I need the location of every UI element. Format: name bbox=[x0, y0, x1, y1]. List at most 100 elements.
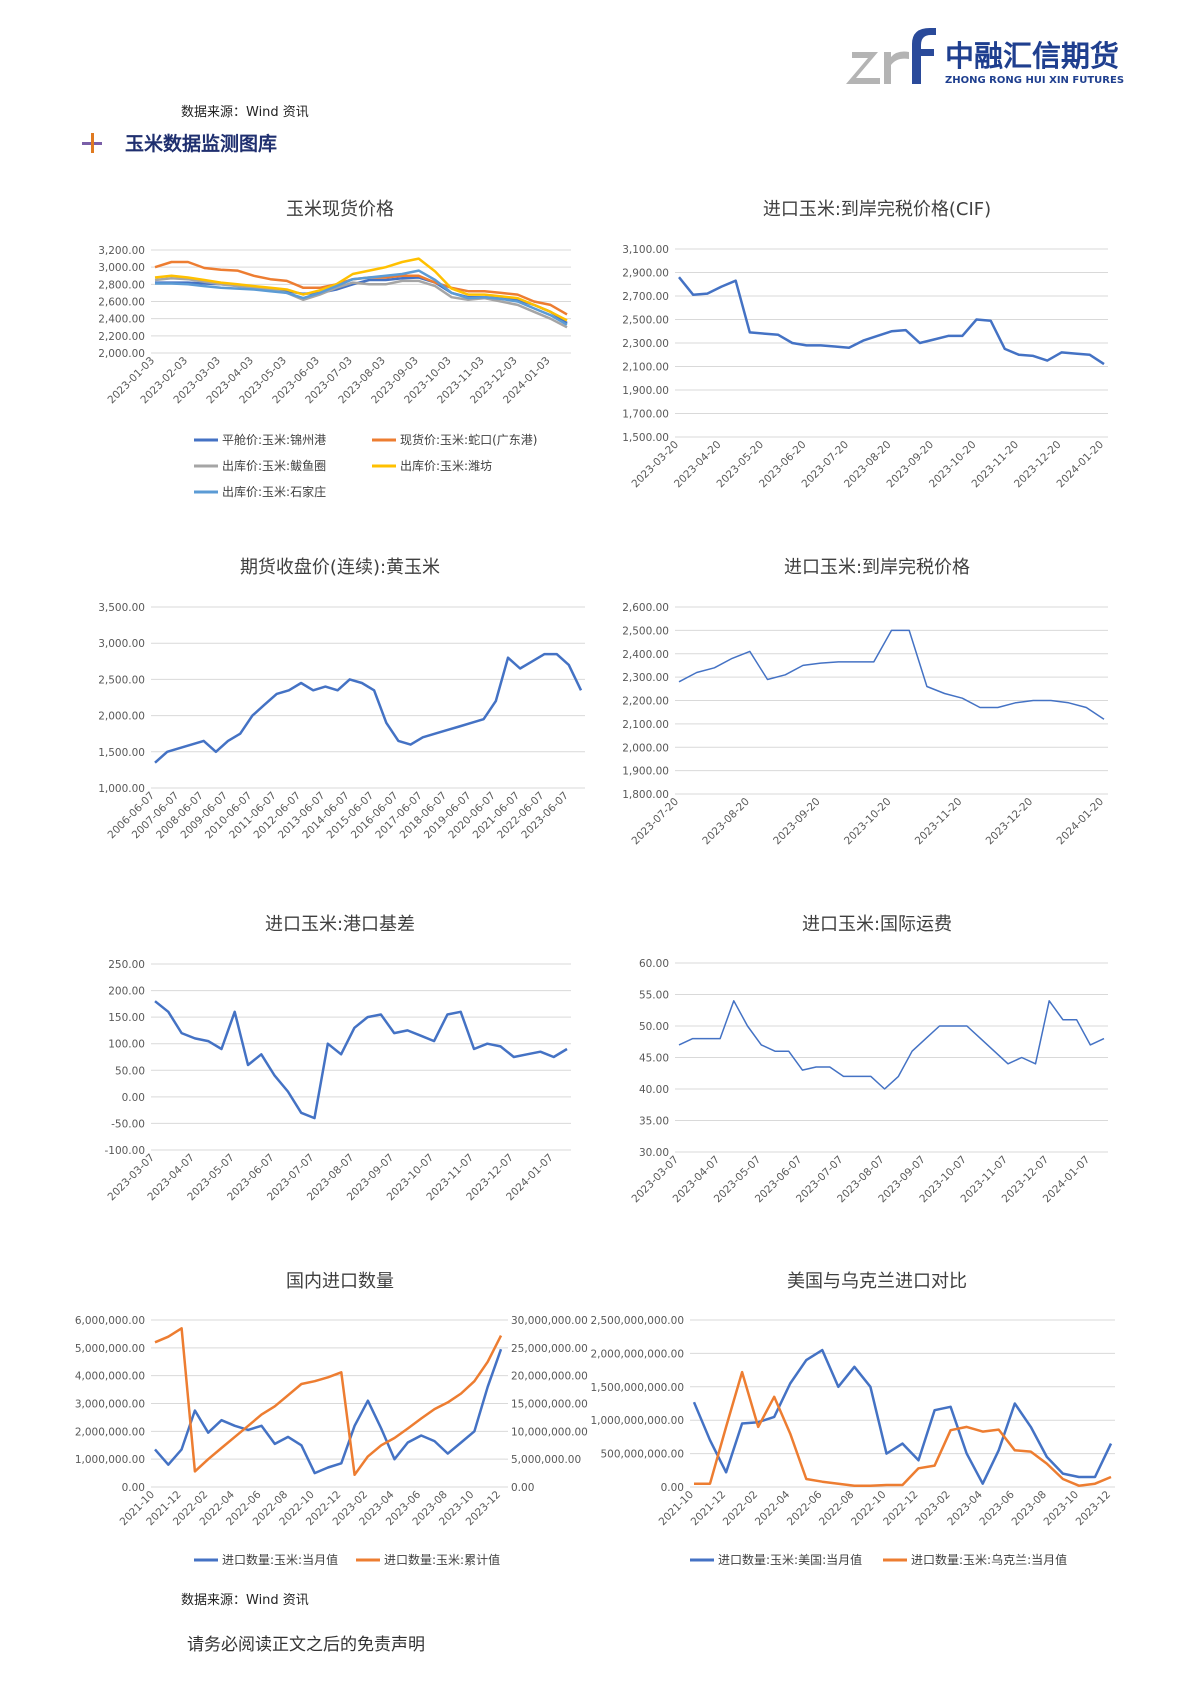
y-tick-label: 45.00 bbox=[639, 1053, 669, 1065]
y-tick-label: 35.00 bbox=[639, 1116, 669, 1128]
y-tick-label: 0.00 bbox=[122, 1482, 145, 1494]
y-tick-label: 30.00 bbox=[639, 1147, 669, 1159]
series-line bbox=[154, 257, 568, 322]
y-tick-label: 150.00 bbox=[108, 1012, 145, 1024]
y-tick-label: 50.00 bbox=[115, 1065, 145, 1077]
legend-label: 出库价:玉米:石家庄 bbox=[222, 484, 326, 499]
y-tick-label: 2,600.00 bbox=[98, 297, 145, 309]
legend-label: 现货价:玉米:蛇口(广东港) bbox=[400, 432, 537, 447]
chart: 期货收盘价(连续):黄玉米 1,000.00 1,500.00 2,000.00 2,5… bbox=[98, 557, 585, 841]
y2-tick-label: 10,000,000.00 bbox=[511, 1426, 588, 1438]
y2-tick-label: 25,000,000.00 bbox=[511, 1343, 588, 1355]
y-tick-label: 3,000,000.00 bbox=[75, 1399, 145, 1411]
legend-label: 平舱价:玉米:锦州港 bbox=[222, 433, 326, 447]
y-tick-label: 2,100.00 bbox=[622, 362, 669, 374]
series-line bbox=[154, 1327, 503, 1477]
x-tick-label: 2023-10-20 bbox=[842, 796, 894, 848]
x-tick-label: 2023-08-20 bbox=[700, 796, 752, 848]
y-tick-label: 3,500.00 bbox=[98, 602, 145, 614]
y-tick-label: 1,900.00 bbox=[622, 385, 669, 397]
y-tick-label: 1,500,000,000.00 bbox=[590, 1382, 684, 1394]
chart-title: 期货收盘价(连续):黄玉米 bbox=[240, 557, 440, 578]
disclaimer: 请务必阅读正文之后的免责声明 bbox=[187, 1635, 425, 1655]
y2-tick-label: 5,000,000.00 bbox=[511, 1454, 581, 1466]
y-tick-label: 50.00 bbox=[639, 1021, 669, 1033]
logo-en: ZHONG RONG HUI XIN FUTURES bbox=[945, 75, 1124, 86]
chart: 玉米现货价格 2,000.00 2,200.00 2,400.00 2,600.00 2,… bbox=[98, 199, 571, 499]
y-tick-label: 0.00 bbox=[661, 1482, 684, 1494]
chart-title: 国内进口数量 bbox=[286, 1271, 394, 1292]
chart-title: 进口玉米:到岸完税价格 bbox=[784, 557, 970, 578]
logo-cn: 中融汇信期货 bbox=[945, 39, 1119, 73]
series-line bbox=[694, 1370, 1112, 1487]
chart-title: 玉米现货价格 bbox=[286, 199, 394, 220]
y-tick-label: 2,200.00 bbox=[622, 696, 669, 708]
y2-tick-label: 20,000,000.00 bbox=[511, 1371, 588, 1383]
y-tick-label: 2,500.00 bbox=[622, 625, 669, 637]
y-tick-label: 2,000.00 bbox=[98, 348, 145, 360]
y-tick-label: 100.00 bbox=[108, 1039, 145, 1051]
series-line bbox=[678, 629, 1105, 720]
y-tick-label: 2,200.00 bbox=[98, 331, 145, 343]
y-tick-label: 2,000.00 bbox=[622, 742, 669, 754]
x-tick-label: 2024-01-20 bbox=[1054, 796, 1106, 848]
legend-label: 出库价:玉米:鲅鱼圈 bbox=[222, 458, 326, 473]
y-tick-label: 1,500.00 bbox=[98, 747, 145, 759]
y-tick-label: 2,500.00 bbox=[98, 674, 145, 686]
legend-label: 进口数量:玉米:乌克兰:当月值 bbox=[911, 1552, 1067, 1567]
x-tick-label: 2023-09-20 bbox=[771, 796, 823, 848]
logo: 中融汇信期货 ZHONG RONG HUI XIN FUTURES bbox=[846, 28, 1124, 86]
y-tick-label: 2,400.00 bbox=[98, 314, 145, 326]
series-line bbox=[692, 1348, 1113, 1485]
logo-shape bbox=[846, 52, 880, 84]
y-tick-label: 3,000.00 bbox=[98, 262, 145, 274]
y-tick-label: 2,600.00 bbox=[622, 602, 669, 614]
chart: 国内进口数量 0.00 1,000,000.00 2,000,000.00 3,000,… bbox=[75, 1271, 588, 1567]
series-line bbox=[154, 1000, 568, 1120]
series-line bbox=[678, 1000, 1105, 1090]
y-tick-label: 2,000.00 bbox=[98, 711, 145, 723]
logo-shape bbox=[884, 51, 909, 84]
y-tick-label: 3,000.00 bbox=[98, 638, 145, 650]
y-tick-label: 5,000,000.00 bbox=[75, 1343, 145, 1355]
chart-title: 进口玉米:到岸完税价格(CIF) bbox=[763, 199, 991, 220]
source-note: 数据来源：Wind 资讯 bbox=[181, 105, 309, 120]
logo-shape bbox=[912, 28, 936, 84]
y-tick-label: 250.00 bbox=[108, 959, 145, 971]
y-tick-label: 2,700.00 bbox=[622, 291, 669, 303]
y-tick-label: 2,100.00 bbox=[622, 719, 669, 731]
y-tick-label: 1,500.00 bbox=[622, 432, 669, 444]
chart: 进口玉米:港口基差 -100.00 -50.00 0.00 50.00 100.00 150… bbox=[104, 914, 571, 1203]
y-tick-label: 1,700.00 bbox=[622, 409, 669, 421]
x-tick-label: 2023-12-20 bbox=[984, 796, 1036, 848]
y-tick-label: 2,500,000,000.00 bbox=[590, 1315, 684, 1327]
y-tick-label: 3,100.00 bbox=[622, 244, 669, 256]
series-line bbox=[678, 276, 1105, 366]
y-tick-label: 1,900.00 bbox=[622, 766, 669, 778]
y2-tick-label: 30,000,000.00 bbox=[511, 1315, 588, 1327]
y-tick-label: 2,400.00 bbox=[622, 649, 669, 661]
chart-title: 进口玉米:港口基差 bbox=[265, 914, 415, 935]
y-tick-label: 4,000,000.00 bbox=[75, 1371, 145, 1383]
y-tick-label: 1,800.00 bbox=[622, 789, 669, 801]
x-tick-label: 2023-11-20 bbox=[913, 796, 965, 848]
series-line bbox=[155, 269, 568, 326]
section-title: 玉米数据监测图库 bbox=[125, 132, 277, 155]
section-icon bbox=[82, 133, 102, 153]
y-tick-label: 2,300.00 bbox=[622, 672, 669, 684]
chart: 进口玉米:国际运费 30.00 35.00 40.00 45.00 50.00 55.00 6… bbox=[629, 914, 1108, 1205]
x-tick-label: 2023-12 bbox=[1074, 1489, 1114, 1529]
y-tick-label: 2,000,000.00 bbox=[75, 1426, 145, 1438]
chart: 美国与乌克兰进口对比 0.00 500,000,000.00 1,000,000,00… bbox=[590, 1271, 1115, 1567]
icon-bar bbox=[91, 133, 94, 153]
legend-label: 进口数量:玉米:当月值 bbox=[222, 1552, 338, 1567]
y-tick-label: 2,800.00 bbox=[98, 279, 145, 291]
legend-label: 进口数量:玉米:累计值 bbox=[384, 1552, 500, 1567]
legend-label: 出库价:玉米:潍坊 bbox=[400, 458, 492, 473]
y-tick-label: 2,900.00 bbox=[622, 268, 669, 280]
chart: 进口玉米:到岸完税价格(CIF) 1,500.00 1,700.00 1,900.00… bbox=[622, 199, 1108, 490]
x-tick-label: 2023-07-20 bbox=[629, 796, 681, 848]
y-tick-label: 55.00 bbox=[639, 990, 669, 1002]
y-tick-label: 0.00 bbox=[122, 1092, 145, 1104]
